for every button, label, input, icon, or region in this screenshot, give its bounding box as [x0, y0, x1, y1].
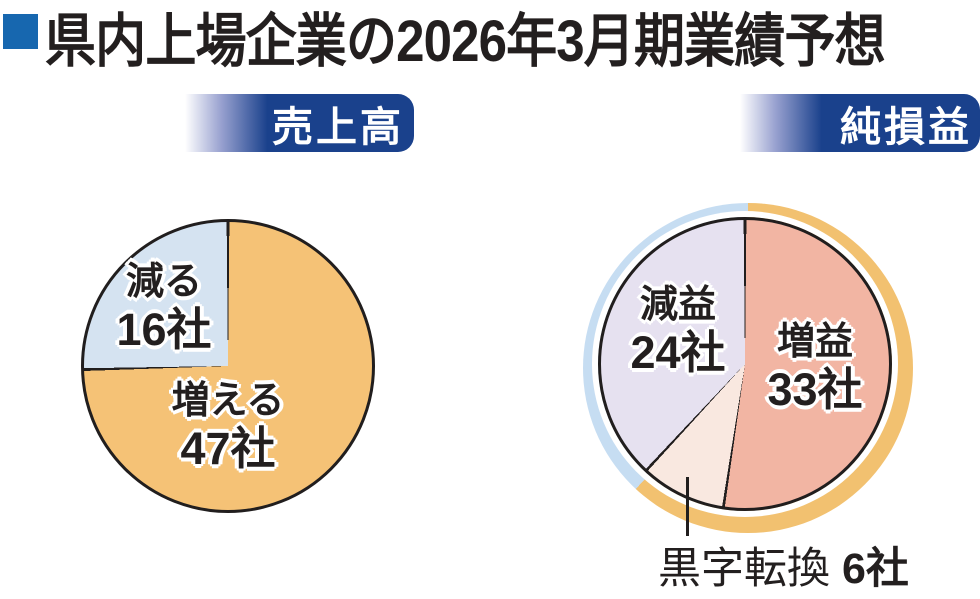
profit-decrease-value: 24社 — [630, 327, 726, 378]
profit-decrease-slice-label: 減益 24社 — [598, 283, 758, 377]
title-bullet-square-icon — [3, 14, 38, 49]
sales-increase-name: 増える — [171, 380, 285, 422]
callout-leader-line — [686, 477, 689, 536]
sales-decrease-slice-label: 減る 16社 — [84, 260, 244, 354]
profit-increase-slice-label: 増益 33社 — [735, 320, 895, 414]
net-income-section-badge: 純損益 — [740, 94, 980, 152]
profit-increase-value: 33社 — [767, 364, 863, 415]
sales-badge-label: 売上高 — [272, 104, 404, 150]
sales-pie-chart — [81, 219, 375, 513]
sales-increase-slice-label: 増える 47社 — [128, 379, 328, 473]
black-ink-conversion-name: 黒字転換 — [658, 545, 830, 593]
net-income-badge-label: 純損益 — [840, 104, 972, 150]
sales-decrease-value: 16社 — [116, 304, 212, 355]
sales-increase-value: 47社 — [180, 423, 276, 474]
sales-decrease-name: 減る — [125, 261, 202, 303]
page-title: 県内上場企業の2026年3月期業績予想 — [45, 9, 886, 74]
profit-increase-name: 増益 — [776, 321, 853, 363]
profit-decrease-name: 減益 — [639, 284, 716, 326]
net-income-pie-chart — [598, 217, 892, 511]
page-title-row: 県内上場企業の2026年3月期業績予想 — [0, 0, 980, 78]
sales-section-badge: 売上高 — [185, 94, 414, 152]
black-ink-conversion-value: 6社 — [842, 545, 909, 593]
black-ink-conversion-callout: 黒字転換 6社 — [658, 534, 909, 596]
